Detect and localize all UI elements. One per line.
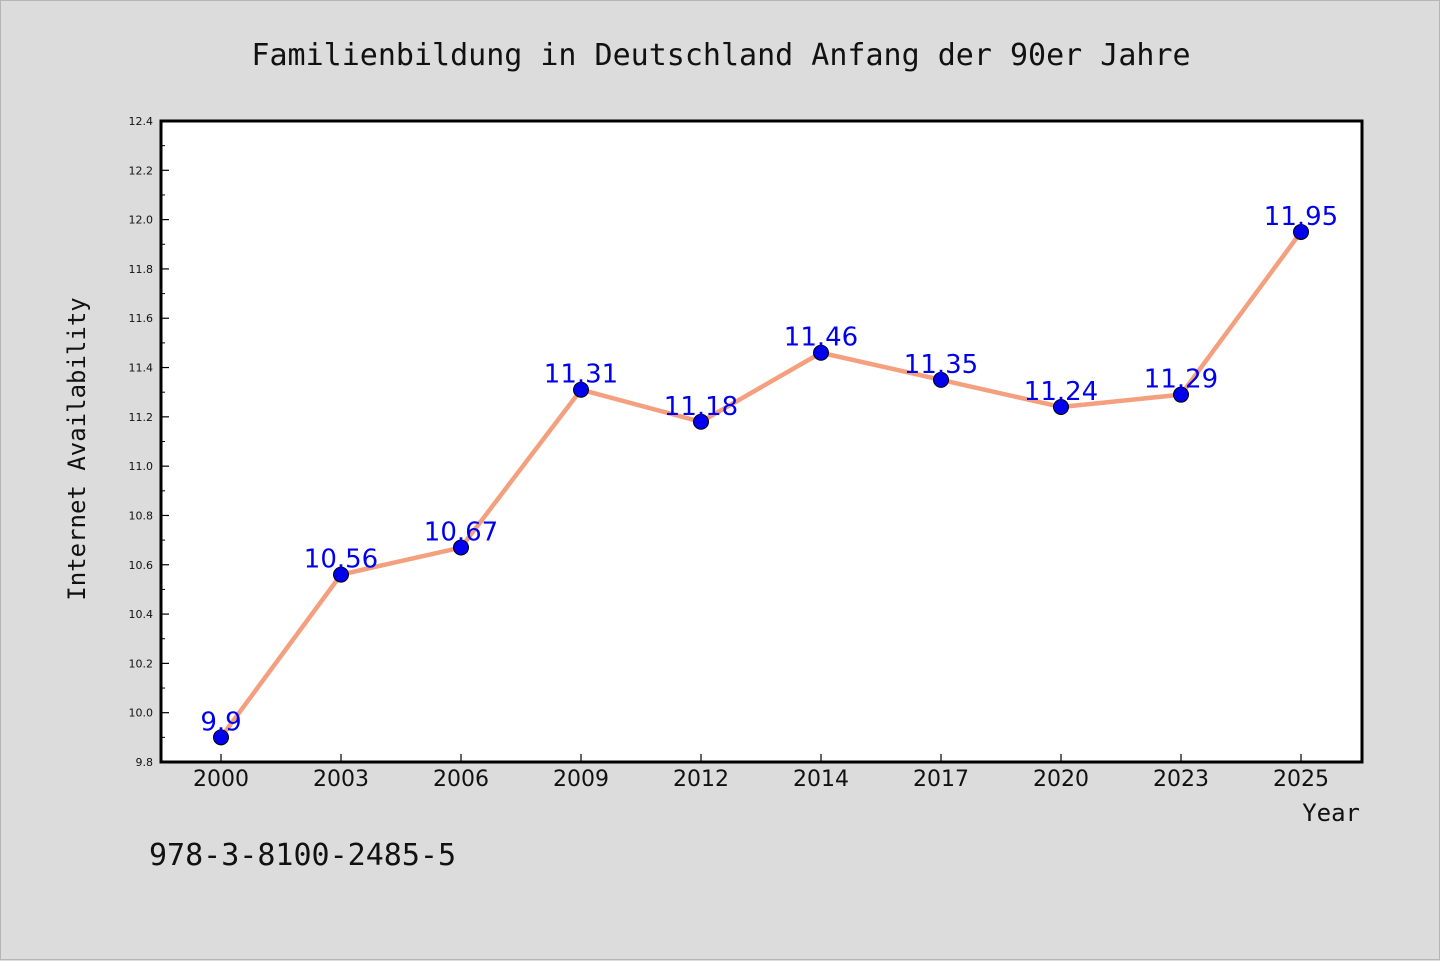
data-label: 9.9: [200, 707, 241, 737]
data-point: [333, 566, 349, 583]
chart-title: Familienbildung in Deutschland Anfang de…: [251, 38, 1190, 73]
x-tick-label: 2006: [433, 767, 489, 792]
y-tick-label: 11.6: [129, 312, 154, 325]
data-point: [933, 371, 949, 388]
data-point: [693, 413, 709, 430]
y-tick-label: 10.6: [129, 559, 154, 572]
y-tick-label: 10.4: [129, 608, 154, 621]
y-tick-label: 10.8: [129, 509, 154, 522]
y-tick-label: 9.8: [136, 756, 154, 769]
data-label: 11.24: [1024, 377, 1098, 407]
data-label: 11.46: [784, 323, 858, 353]
x-tick-label: 2020: [1033, 767, 1089, 792]
data-label: 11.29: [1144, 365, 1218, 395]
y-tick-label: 11.2: [129, 411, 154, 424]
x-tick-label: 2014: [793, 767, 849, 792]
y-axis: 9.8 10.0 10.2 10.4 10.6 10.8 11.0 11.2 11.4 11.6 1…: [129, 115, 169, 769]
x-tick-label: 2025: [1273, 767, 1329, 792]
y-tick-label: 11.8: [129, 263, 154, 276]
data-point: [453, 539, 469, 556]
x-tick-label: 2003: [313, 767, 369, 792]
data-point: [1293, 223, 1309, 240]
y-tick-label: 12.2: [129, 164, 154, 177]
y-tick-label: 10.0: [129, 707, 154, 720]
x-tick-label: 2012: [673, 767, 729, 792]
y-axis-title: Internet Availability: [63, 297, 91, 600]
x-tick-label: 2009: [553, 767, 609, 792]
y-tick-label: 10.2: [129, 657, 154, 670]
data-label: 11.31: [544, 360, 618, 390]
data-point: [1173, 386, 1189, 403]
x-tick-label: 2023: [1153, 767, 1209, 792]
x-tick-label: 2000: [193, 767, 249, 792]
data-point: [1053, 398, 1069, 415]
y-tick-label: 12.4: [129, 115, 154, 128]
y-tick-label: 11.0: [129, 460, 154, 473]
x-axis-title: Year: [1302, 799, 1360, 827]
series-line: [219, 230, 1303, 739]
plot-area: [159, 119, 1364, 764]
data-point: [213, 729, 229, 746]
data-point: [573, 381, 589, 398]
y-tick-label: 12.0: [129, 214, 154, 227]
series-markers: [213, 223, 1309, 746]
x-axis: 2000 2003 2006 2009 2012 2014 2017 2020 2023 2025: [193, 754, 1329, 792]
data-label: 10.67: [424, 518, 498, 548]
series-line-group: [219, 230, 1303, 739]
data-label: 11.95: [1264, 202, 1338, 232]
data-labels: 9.9 10.56 10.67 11.31 11.18 11.46 11.35 11.24 11…: [200, 202, 1338, 737]
data-label: 11.18: [664, 392, 738, 422]
data-label: 10.56: [304, 545, 378, 575]
y-tick-label: 11.4: [129, 362, 154, 375]
x-tick-label: 2017: [913, 767, 969, 792]
data-point: [813, 344, 829, 361]
footnote-isbn: 978-3-8100-2485-5: [149, 838, 456, 873]
data-label: 11.35: [904, 350, 978, 380]
